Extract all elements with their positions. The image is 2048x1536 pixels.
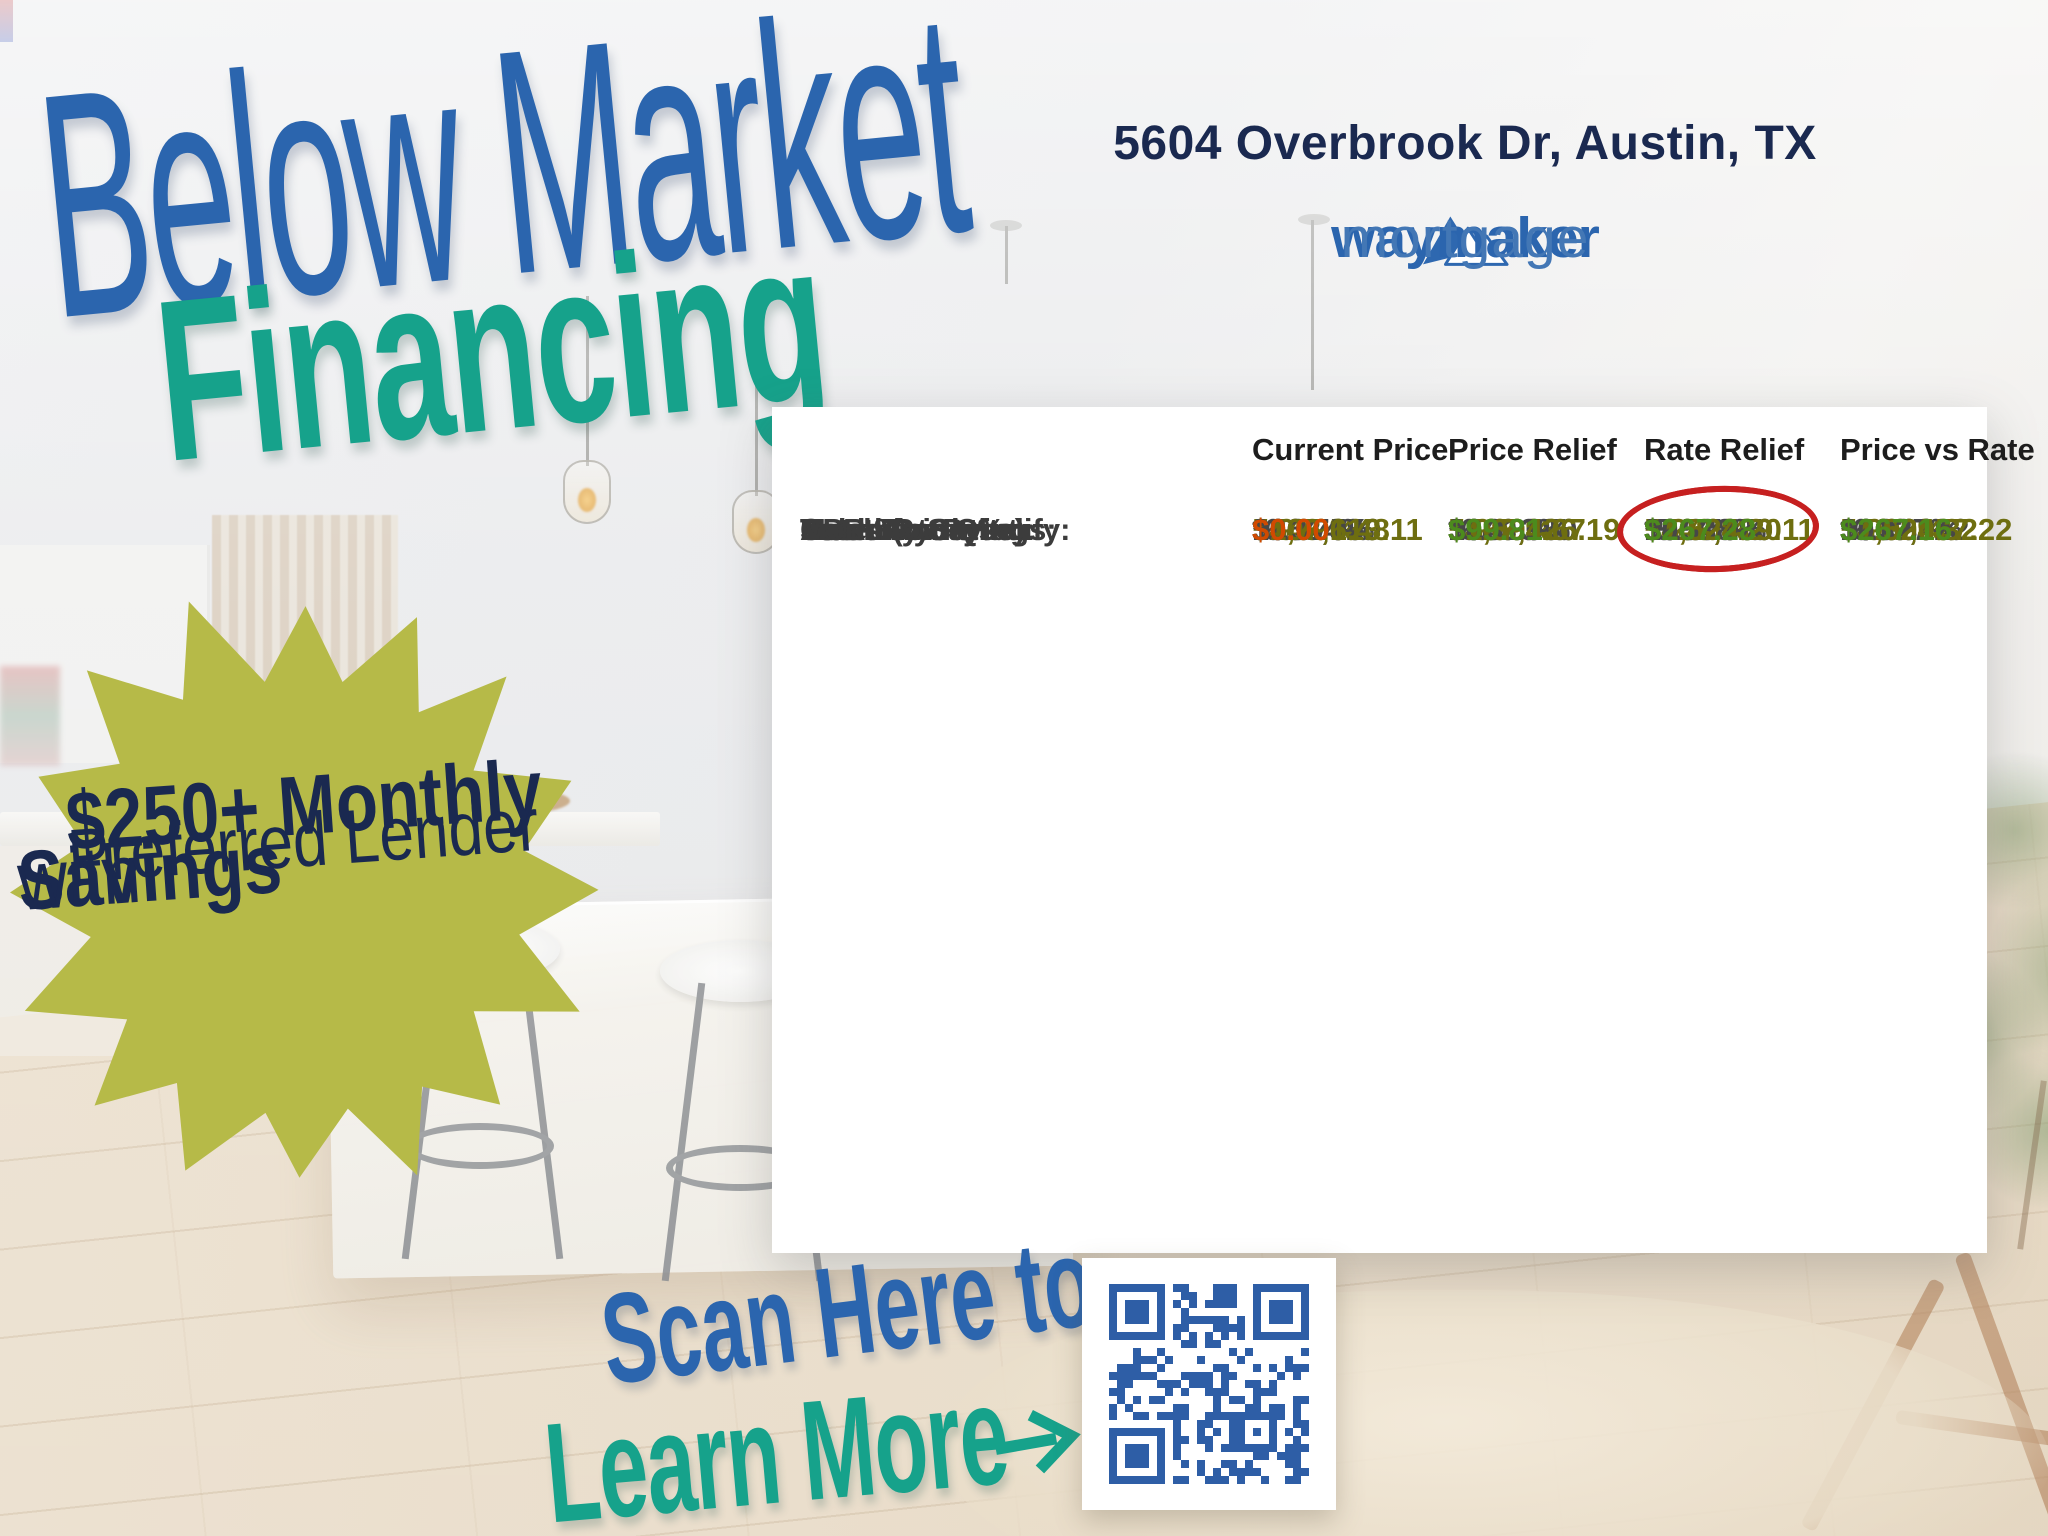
row-label: Loan Amount:: [800, 512, 1009, 547]
row-label: Total Mo. Pymt:: [800, 512, 1029, 547]
cta-learn-more: Learn More: [539, 1354, 1014, 1536]
property-address: 5604 Overbrook Dr, Austin, TX: [1113, 117, 1817, 170]
cell-value: $0: [1644, 512, 1679, 547]
row-label: Sales Price:: [800, 512, 976, 547]
cell-value: 13.830%: [1840, 512, 1963, 547]
column-header: Current Price: [1252, 432, 1449, 467]
cell-value: $633,000: [1448, 512, 1578, 547]
cell-value: 360: [1644, 512, 1696, 547]
starburst-icon: [10, 601, 599, 1178]
cell-value: 360: [1252, 512, 1304, 547]
row-label: Monthly Savings:: [800, 512, 1057, 547]
cell-value: $0: [1448, 512, 1483, 547]
cell-value: $648,000: [1644, 512, 1774, 547]
savings-badge: $250+ Monthly Savings with Preferred Len…: [10, 545, 599, 1240]
cell-value: *6.313%: [1448, 512, 1566, 547]
qr-code: [1082, 1258, 1336, 1510]
cell-value: $519,942: [1840, 512, 1970, 547]
cell-value: $107,439.11: [1644, 512, 1815, 547]
arrow-right-icon: [994, 1409, 1081, 1474]
row-label: Cash To Close:: [800, 512, 1024, 547]
cell-value: $4,791.48: [1252, 512, 1390, 547]
cell-value: $564,550: [1252, 512, 1382, 547]
table-body: Sales Price: $648,000 $633,000 $648,000 $603…: [772, 482, 2012, 1253]
cell-value: 5.990%: [1252, 512, 1358, 547]
column-header: Price vs Rate: [1840, 432, 2035, 467]
row-label: APR %:: [800, 512, 912, 547]
cell-value: 13.183%: [1448, 512, 1571, 547]
cell-value: $648,000: [1252, 512, 1382, 547]
row-label: Rate:: [800, 512, 878, 547]
cell-value: 5.240%: [1644, 512, 1750, 547]
cell-value: $0: [1840, 512, 1875, 547]
cell-value: *6.327%: [1840, 512, 1958, 547]
cell-value: 360: [1840, 512, 1892, 547]
logo-brand-suffix: mortgage: [1340, 206, 1590, 270]
cell-value: $4,524.32: [1840, 512, 1978, 547]
cell-value: $4,524.20: [1644, 512, 1782, 547]
cell-value: *5.538%: [1644, 512, 1762, 547]
cell-value: $603,392: [1840, 512, 1970, 547]
title-financing: Financing: [146, 190, 836, 510]
cell-value: $4,691.67: [1448, 512, 1586, 547]
table-header: Current Price Price Relief Rate Relief P…: [772, 407, 2035, 493]
cell-value: 5.990%: [1448, 512, 1554, 547]
cell-value: 12.878%: [1252, 512, 1375, 547]
cell-value: $267.16: [1840, 512, 1953, 547]
cell-value: $267.28: [1644, 512, 1757, 547]
cell-value: $107,426.19: [1448, 512, 1621, 547]
cell-value: $0.00: [1252, 512, 1330, 547]
cell-value: 360: [1448, 512, 1500, 547]
cell-value: *6.314%: [1252, 512, 1370, 547]
cell-value: $564,550: [1644, 512, 1774, 547]
cell-value: 12.878%: [1644, 512, 1767, 547]
cell-value: $99.81: [1448, 512, 1543, 547]
waymaker-logo: waymaker mortgage: [1050, 198, 1880, 278]
logo-brand: waymaker: [1331, 206, 1600, 270]
column-header: Price Relief: [1448, 432, 1617, 467]
cell-value: 5.990%: [1840, 512, 1946, 547]
row-label: Term: (months):: [800, 512, 1036, 547]
cell-value: $107,613.11: [1252, 512, 1423, 547]
mountain-icon: [1422, 216, 1509, 266]
row-label: Down Pymt %: [800, 512, 1005, 547]
cell-value: $107,057.22: [1840, 512, 2013, 547]
row-label: Income to Qualify:: [800, 512, 1071, 547]
comparison-table: Current Price Price Relief Rate Relief P…: [772, 407, 2035, 1253]
cell-value: $0: [1252, 512, 1287, 547]
column-header: Rate Relief: [1644, 432, 1805, 467]
cell-value: $549,550: [1448, 512, 1578, 547]
